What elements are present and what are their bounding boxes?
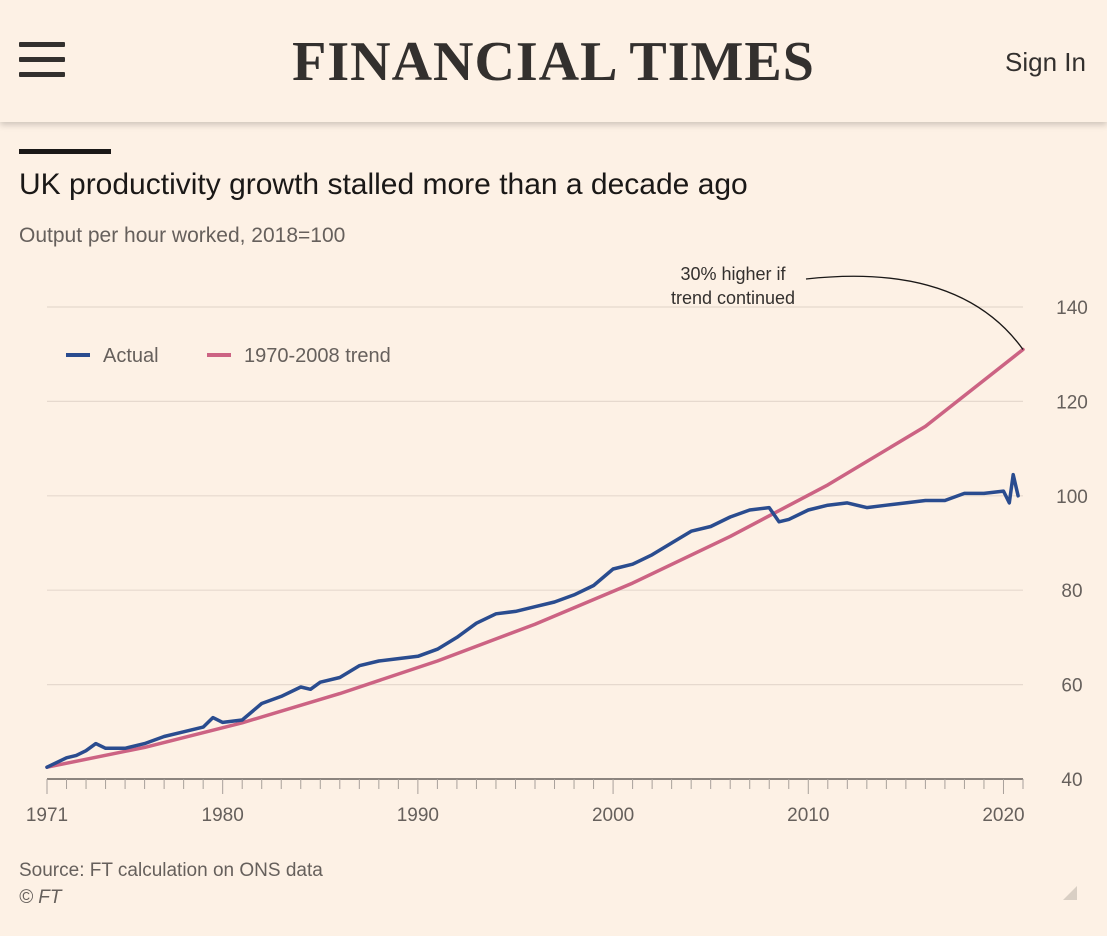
x-tick-label: 1990 bbox=[397, 805, 439, 826]
hamburger-menu-icon[interactable] bbox=[19, 42, 65, 78]
x-tick-label: 1971 bbox=[26, 805, 68, 826]
chart-subtitle: Output per hour worked, 2018=100 bbox=[19, 224, 346, 247]
annotation-text: 30% higher if bbox=[680, 264, 786, 284]
legend-label-trend: 1970-2008 trend bbox=[244, 345, 391, 367]
resize-handle-icon[interactable] bbox=[1063, 886, 1077, 900]
legend-label-actual: Actual bbox=[103, 345, 159, 367]
y-tick-label: 140 bbox=[1056, 298, 1088, 319]
chart-source: Source: FT calculation on ONS data bbox=[19, 860, 323, 881]
y-tick-label: 60 bbox=[1061, 676, 1082, 697]
annotation-text: trend continued bbox=[671, 288, 795, 308]
trend-series-line bbox=[45, 347, 1025, 769]
copyright-notice: © FT bbox=[19, 887, 62, 908]
x-tick-label: 2020 bbox=[982, 805, 1024, 826]
y-tick-label: 120 bbox=[1056, 392, 1088, 413]
actual-series-line bbox=[45, 472, 1020, 769]
site-header: FINANCIAL TIMES Sign In bbox=[0, 0, 1107, 122]
annotation-connector bbox=[805, 275, 1024, 350]
y-tick-label: 40 bbox=[1061, 770, 1082, 791]
chart-title: UK productivity growth stalled more than… bbox=[19, 168, 748, 201]
x-tick-label: 2010 bbox=[787, 805, 829, 826]
title-accent-bar bbox=[19, 149, 111, 154]
y-tick-label: 100 bbox=[1056, 487, 1088, 508]
x-tick-label: 2000 bbox=[592, 805, 634, 826]
sign-in-link[interactable]: Sign In bbox=[1005, 47, 1086, 77]
ft-logo[interactable]: FINANCIAL TIMES bbox=[292, 31, 815, 93]
y-tick-label: 80 bbox=[1061, 581, 1082, 602]
x-tick-label: 1980 bbox=[202, 805, 244, 826]
